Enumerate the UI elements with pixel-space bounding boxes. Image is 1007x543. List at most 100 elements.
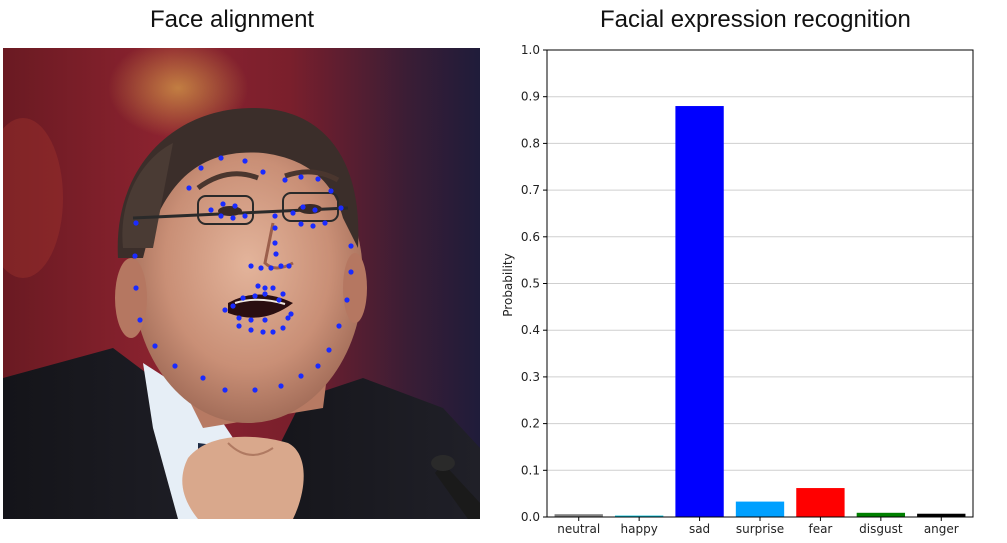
- landmark-point: [285, 315, 291, 321]
- y-tick-label: 1.0: [521, 43, 540, 57]
- y-tick-label: 0.1: [521, 463, 540, 477]
- landmark-point: [248, 317, 254, 323]
- axes-frame: [546, 49, 974, 518]
- x-ticks: neutral happy sad surprise fear disgust anger: [557, 517, 959, 536]
- landmark-point: [242, 158, 248, 164]
- landmark-point: [310, 223, 316, 229]
- y-axis-label: Probability: [501, 253, 515, 316]
- landmark-point: [198, 165, 204, 171]
- landmark-points: [132, 155, 354, 393]
- bar-happy: [614, 515, 664, 517]
- landmark-point: [270, 285, 276, 291]
- landmark-point: [278, 263, 284, 269]
- landmark-point: [172, 363, 178, 369]
- landmark-point: [218, 155, 224, 161]
- landmark-point: [208, 207, 214, 213]
- landmark-point: [273, 251, 279, 257]
- landmark-point: [280, 325, 286, 331]
- x-tick-label-fear: fear: [808, 522, 832, 536]
- bar-surprise: [735, 501, 785, 517]
- landmark-point: [315, 176, 321, 182]
- landmark-point: [240, 295, 246, 301]
- landmark-point: [276, 297, 282, 303]
- landmark-point: [315, 363, 321, 369]
- landmark-point: [260, 169, 266, 175]
- y-tick-label: 0.2: [521, 417, 540, 431]
- landmark-point: [336, 323, 342, 329]
- y-tick-label: 0.5: [521, 277, 540, 291]
- y-tick-label: 0.8: [521, 136, 540, 150]
- gridlines: [547, 49, 973, 518]
- landmark-point: [137, 317, 143, 323]
- landmark-point: [262, 291, 268, 297]
- y-tick-label: 0.6: [521, 230, 540, 244]
- landmark-point: [133, 220, 139, 226]
- landmark-point: [298, 221, 304, 227]
- landmark-point: [268, 265, 274, 271]
- landmark-point: [270, 329, 276, 335]
- landmark-point: [286, 263, 292, 269]
- bar-disgust: [856, 512, 906, 517]
- y-tick-label: 0.0: [521, 510, 540, 524]
- landmark-point: [258, 265, 264, 271]
- landmark-point: [272, 213, 278, 219]
- bar-sad: [675, 106, 724, 517]
- face-photo: [3, 48, 480, 519]
- x-tick-label-anger: anger: [924, 522, 959, 536]
- landmark-point: [322, 220, 328, 226]
- y-tick-label: 0.4: [521, 323, 540, 337]
- landmark-point: [242, 213, 248, 219]
- landmark-point: [230, 215, 236, 221]
- x-tick-label-surprise: surprise: [736, 522, 784, 536]
- landmark-point: [278, 383, 284, 389]
- landmark-point: [252, 293, 258, 299]
- landmark-point: [288, 311, 294, 317]
- y-tick-label: 0.3: [521, 370, 540, 384]
- bar-anger: [917, 513, 966, 517]
- landmark-point: [220, 201, 226, 207]
- x-tick-label-neutral: neutral: [557, 522, 600, 536]
- landmark-point: [262, 285, 268, 291]
- x-tick-label-disgust: disgust: [859, 522, 903, 536]
- landmark-point: [348, 269, 354, 275]
- landmark-point: [344, 297, 350, 303]
- x-tick-label-sad: sad: [689, 522, 710, 536]
- bars: [554, 106, 966, 517]
- landmark-point: [248, 327, 254, 333]
- landmark-point: [338, 205, 344, 211]
- landmark-point: [255, 283, 261, 289]
- landmark-point: [298, 373, 304, 379]
- landmark-point: [262, 317, 268, 323]
- face-alignment-title: Face alignment: [150, 6, 315, 33]
- landmark-point: [298, 174, 304, 180]
- landmark-point: [248, 263, 254, 269]
- bar-neutral: [554, 514, 603, 517]
- landmark-point: [222, 307, 228, 313]
- landmark-point: [132, 253, 138, 259]
- landmark-point: [200, 375, 206, 381]
- landmark-point: [252, 387, 258, 393]
- y-ticks: 0.0 0.1 0.2 0.3 0.4 0.5 0.6 0.7 0.8 0.9 1.0: [521, 43, 547, 524]
- y-tick-label: 0.9: [521, 90, 540, 104]
- landmark-point: [272, 225, 278, 231]
- expression-chart-title: Facial expression recognition: [600, 6, 911, 33]
- landmark-point: [222, 387, 228, 393]
- landmark-point: [328, 188, 334, 194]
- landmark-point: [236, 315, 242, 321]
- landmark-point: [236, 323, 242, 329]
- landmark-point: [312, 207, 318, 213]
- y-tick-label: 0.7: [521, 183, 540, 197]
- landmark-point: [260, 329, 266, 335]
- landmark-point: [218, 213, 224, 219]
- landmark-point: [186, 185, 192, 191]
- landmark-point: [280, 291, 286, 297]
- landmark-point: [152, 343, 158, 349]
- landmark-point: [282, 177, 288, 183]
- landmark-point: [272, 240, 278, 246]
- bar-fear: [796, 488, 845, 517]
- landmark-point: [230, 303, 236, 309]
- landmark-point: [326, 347, 332, 353]
- landmark-point: [348, 243, 354, 249]
- landmark-point: [290, 210, 296, 216]
- landmark-point: [232, 203, 238, 209]
